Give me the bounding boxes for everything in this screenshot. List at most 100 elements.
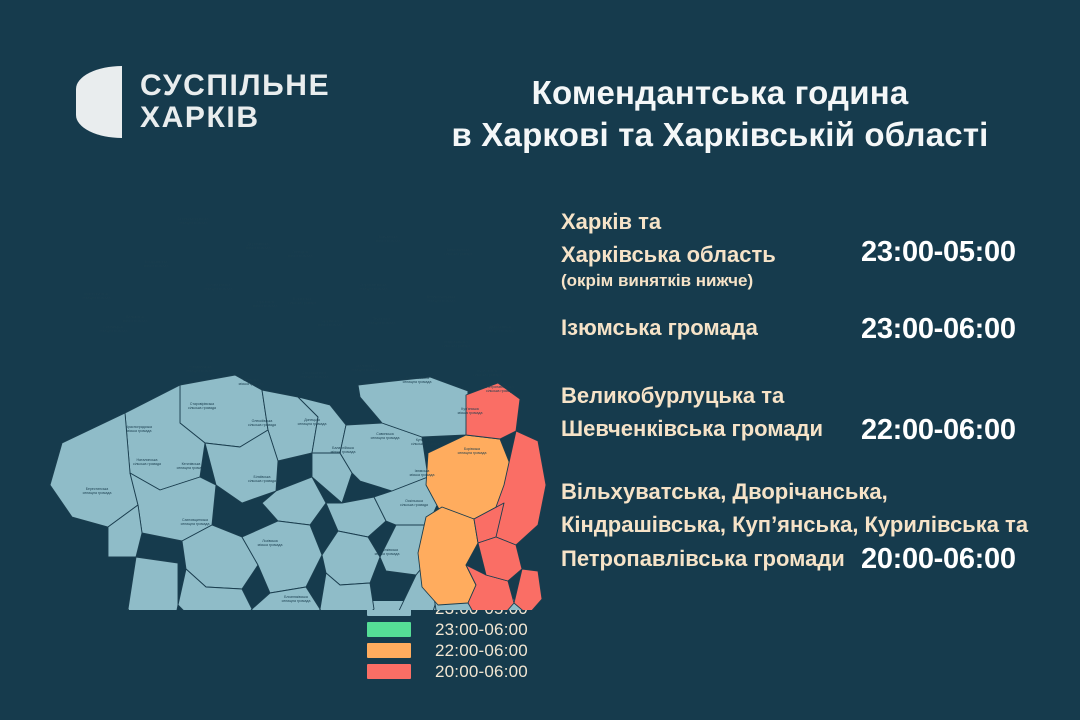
map-hromada-label: Борівська селищна громада xyxy=(458,447,487,455)
map-labels-group: Великописарівська селищна громада Богодухі… xyxy=(82,217,515,603)
map-hromada-label: Чкаловська селищна громада xyxy=(351,364,380,372)
map-hromada-label: Курилівська сільська громада xyxy=(473,369,501,377)
map-hromada-label: Вільхівська сільська громада xyxy=(288,297,316,305)
map-svg: Великописарівська селищна громада Богодухі… xyxy=(49,217,547,610)
map-hromada xyxy=(49,412,139,528)
map-hromada-label: Старовірівська сільська громада xyxy=(188,402,216,410)
curfew-area-note: (окрім винятків нижче) xyxy=(561,270,754,290)
legend-item: 22:00-06:00 xyxy=(367,640,528,660)
map-hromada-label: Слобожанська селищна громада xyxy=(300,371,329,379)
legend-label: 22:00-06:00 xyxy=(435,640,528,660)
map-hromada xyxy=(251,586,321,610)
curfew-time-value: 22:00-06:00 xyxy=(861,414,1016,446)
curfew-area-names: Вільхуватська, Дворічанська, Кіндрашівсь… xyxy=(561,475,1061,575)
legend-item: 20:00-06:00 xyxy=(367,661,528,681)
map-hromada-label: Коломацька селищна громада xyxy=(99,325,128,333)
curfew-area-names: Харків та Харківська область (окрім виня… xyxy=(561,205,1061,293)
map-hromada-label: Дворічанська селищна громада xyxy=(486,325,515,333)
map-hromada-label: Олексіївська сільська громада xyxy=(248,419,276,427)
curfew-area-line-3: Петропавлівська громади xyxy=(561,545,845,571)
map-hromada xyxy=(477,536,523,582)
map-hromada xyxy=(107,504,143,558)
map-hromada-label: Новодолазька селищна громада xyxy=(186,365,215,373)
curfew-area-line-1: Великобурлуцька та xyxy=(561,383,785,408)
brand-logo: СУСПІЛЬНЕ ХАРКІВ xyxy=(76,66,330,138)
title-line-2: в Харкові та Харківській області xyxy=(451,115,989,153)
map-hromada-label: Солоницівська селищна громада xyxy=(204,283,233,291)
curfew-row: Ізюмська громада 23:00-06:00 xyxy=(561,311,1061,379)
legend-swatch xyxy=(367,664,411,679)
legend-item: 23:00-06:00 xyxy=(367,619,528,639)
curfew-row: Великобурлуцька та Шевченківська громади… xyxy=(561,379,1061,475)
map-hromada-label: Вільхуватська сільська громада xyxy=(444,248,472,256)
curfew-time-value: 23:00-05:00 xyxy=(861,236,1016,268)
curfew-area-line-2: Шевченківська громади xyxy=(561,416,824,442)
map-hromada-label: Великописарівська селищна громада xyxy=(178,217,209,225)
map-hromada-label: Ізюмська міська громада xyxy=(410,469,435,477)
half-disc-logo-icon xyxy=(76,66,122,138)
map-hromada-label: Оскільська сільська громада xyxy=(400,499,428,507)
map-hromada-label: Шевченківська селищна громада xyxy=(403,376,432,384)
curfew-area-line-1: Харків та xyxy=(561,209,662,234)
map-hromada-label: Харківська міська громада xyxy=(253,300,278,308)
map-hromada xyxy=(513,568,543,610)
map-hromada xyxy=(357,376,469,438)
legend-swatch xyxy=(367,643,411,658)
map-hromada-label: Куньєвська сільська громада xyxy=(411,438,439,446)
curfew-area-line-2: Харківська область xyxy=(561,242,776,268)
legend-swatch xyxy=(367,601,411,616)
brand-line-2: ХАРКІВ xyxy=(140,101,260,134)
map-hromada xyxy=(311,452,353,504)
legend-label: 23:00-06:00 xyxy=(435,619,528,639)
curfew-row: Вільхуватська, Дворічанська, Кіндрашівсь… xyxy=(561,475,1061,585)
map-hromada-label: Кіндрашівська сільська громада xyxy=(442,340,470,348)
map-hromada-label: Кегичівська селищна громада xyxy=(177,462,206,470)
map-hromada-label: Біляївська сільська громада xyxy=(248,475,276,483)
map-hromada-label: Наталинська сільська громада xyxy=(133,458,161,466)
curfew-area-line-1: Ізюмська громада xyxy=(561,315,758,340)
map-hromada-label: Красноградська міська громада xyxy=(126,425,152,433)
map-hromada xyxy=(417,506,479,606)
map-hromada-label: Берестинська селищна громада xyxy=(83,487,112,495)
curfew-area-line-1: Вільхуватська, Дворічанська, xyxy=(561,479,888,504)
map-hromada xyxy=(241,520,323,594)
map-hromada-label: Савинська селищна громада xyxy=(371,432,400,440)
curfew-time-value: 23:00-06:00 xyxy=(861,313,1016,345)
map-hromada-label: Лозівська міська громада xyxy=(258,539,283,547)
map-hromada-label: Печенізька селищна громада xyxy=(367,317,396,325)
title-line-1: Комендантська година xyxy=(531,74,909,111)
map-hromada-label: Вовчанська міська громада xyxy=(376,235,401,243)
brand-wordmark: СУСПІЛЬНЕ ХАРКІВ xyxy=(140,70,330,134)
map-hromada xyxy=(125,608,130,610)
map-hromada-label: Барвінківська міська громада xyxy=(375,548,400,556)
map-hromada-label: Краснокутська селищна громада xyxy=(82,292,111,300)
map-regions-group xyxy=(49,374,547,610)
map-legend: 23:00-05:00 23:00-06:00 22:00-06:00 20:0… xyxy=(367,599,528,684)
map-hromada-label: Валківська міська громада xyxy=(123,315,148,323)
map-hromada-label: Донецька селищна громада xyxy=(298,418,327,426)
brand-line-1: СУСПІЛЬНЕ xyxy=(140,69,331,103)
map-hromada-label: Старосалтівська селищна громада xyxy=(359,283,388,291)
curfew-schedule-list: Харків та Харківська область (окрім виня… xyxy=(561,205,1061,585)
legend-swatch xyxy=(367,622,411,637)
map-hromada-label: Липецька міська громада xyxy=(288,250,313,258)
map-hromada-label: Близнюківська селищна громада xyxy=(282,595,311,603)
map-hromada-label: Чугуївська міська громада xyxy=(318,319,343,327)
curfew-row: Харків та Харківська область (окрім виня… xyxy=(561,205,1061,311)
curfew-area-names: Великобурлуцька та Шевченківська громади xyxy=(561,379,1061,446)
map-hromada-label: Балаклійська міська громада xyxy=(331,446,356,454)
page-title: Комендантська година в Харкові та Харків… xyxy=(390,72,1050,155)
kharkiv-oblast-map: Великописарівська селищна громада Богодухі… xyxy=(30,185,550,610)
map-hromada-label: Сахновщинська селищна громада xyxy=(181,518,210,526)
map-hromada-label: Зміївська міська громада xyxy=(239,378,264,386)
curfew-time-value: 20:00-06:00 xyxy=(861,543,1016,575)
map-hromada xyxy=(319,572,375,610)
map-hromada-label: Великобурлуцька селищна громада xyxy=(427,295,456,303)
map-hromada-label: Богодухівська міська громада xyxy=(144,260,169,268)
map-hromada xyxy=(177,568,253,610)
map-hromada-label: Дергачівська міська громада xyxy=(246,242,271,250)
curfew-area-names: Ізюмська громада xyxy=(561,311,1061,344)
map-hromada-label: Куп’янська міська громада xyxy=(458,407,483,415)
legend-label: 20:00-06:00 xyxy=(435,661,528,681)
